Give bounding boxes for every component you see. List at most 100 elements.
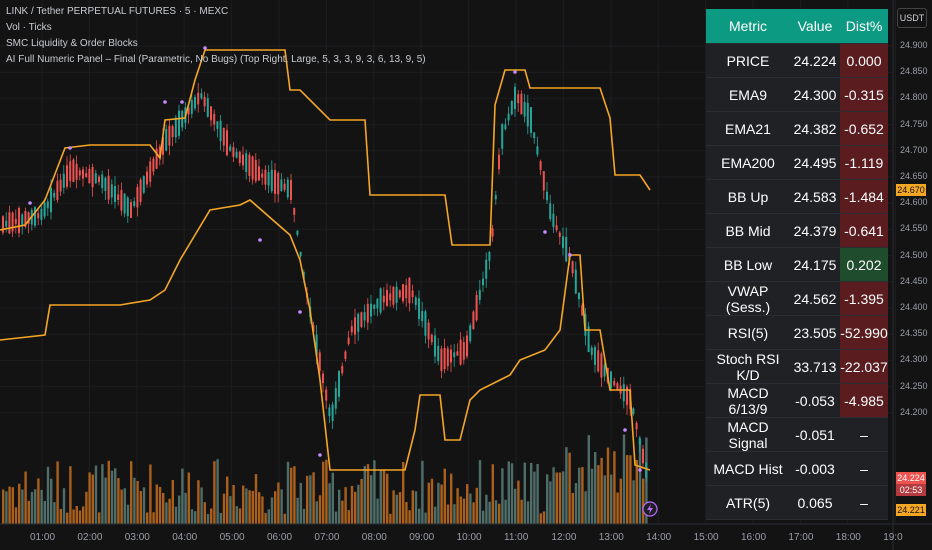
volume-bar (174, 506, 178, 524)
candle-body (600, 353, 603, 378)
candle-body (101, 174, 104, 189)
panel-row: Stoch RSI K/D 33.713 -22.037 (706, 349, 888, 384)
candle-body (443, 347, 446, 370)
candle-body (72, 159, 75, 182)
time-tick: 06:00 (267, 532, 293, 543)
volume-bar (581, 467, 584, 524)
volume-bar (318, 495, 322, 524)
liquidity-marker (543, 230, 547, 234)
candle-body (347, 337, 350, 344)
volume-bar (379, 470, 382, 524)
header-dist: Dist% (840, 9, 888, 44)
metric-name: MACD 6/13/9 (706, 383, 790, 418)
metric-value: 24.175 (790, 247, 840, 282)
price-tick: 24.250 (900, 380, 928, 391)
candle-body (504, 124, 507, 130)
volume-bar (24, 471, 27, 524)
volume-bar (338, 489, 341, 524)
metric-dist: – (840, 485, 888, 520)
volume-bar (11, 487, 14, 524)
volume-bar (114, 468, 117, 524)
price-tick: 24.800 (900, 92, 928, 103)
candle-body (94, 173, 97, 184)
candle-body (40, 208, 43, 220)
price-tick: 24.850 (900, 66, 928, 77)
candle-body (290, 180, 292, 200)
volume-bar (30, 491, 34, 524)
metric-dist: -0.315 (840, 77, 888, 112)
volume-bar (245, 488, 248, 524)
time-tick: 17:00 (788, 532, 814, 543)
candle-body (296, 230, 299, 235)
candle-body (194, 96, 196, 109)
candle-body (229, 146, 232, 151)
candle-body (453, 352, 456, 358)
smc-indicator-label[interactable]: SMC Liquidity & Order Blocks (6, 38, 138, 49)
candle-body (635, 422, 638, 430)
candle-body (478, 289, 481, 300)
volume-bar (50, 478, 53, 524)
candle-body (50, 187, 52, 213)
candle-body (555, 225, 558, 230)
candle-body (357, 313, 360, 332)
candle-body (206, 98, 209, 117)
volume-bar (251, 490, 254, 524)
panel-row: MACD Hist -0.003– (706, 451, 888, 486)
candle-body (37, 213, 40, 219)
volume-bar (206, 513, 210, 524)
volume-bar (626, 455, 629, 524)
metric-dist: -1.484 (840, 179, 888, 214)
volume-bar (46, 466, 50, 524)
volume-bar (43, 500, 46, 524)
symbol-title[interactable]: LINK / Tether PERPETUAL FUTURES · 5 · ME… (6, 6, 229, 17)
candle-body (21, 214, 24, 225)
volume-bar (642, 478, 645, 524)
metric-value: 24.382 (790, 111, 840, 146)
candle-body (203, 96, 206, 107)
candle-body (344, 351, 347, 359)
volume-bar (443, 468, 446, 524)
candle-body (338, 371, 340, 397)
candle-body (402, 284, 404, 302)
candle-body (562, 236, 564, 248)
candle-body (638, 437, 641, 445)
candle-body (158, 146, 161, 159)
candle-body (341, 365, 344, 374)
currency-button[interactable]: USDT (897, 8, 927, 28)
volume-bar (360, 478, 363, 524)
volume-bar (88, 472, 91, 524)
metric-value: 24.379 (790, 213, 840, 248)
candle-body (24, 210, 27, 227)
volume-bar (235, 506, 238, 524)
volume-bar (501, 468, 504, 524)
candle-body (274, 170, 276, 194)
candle-body (482, 278, 484, 286)
candle-body (517, 94, 520, 104)
volume-bar (94, 465, 98, 524)
time-tick: 05:00 (219, 532, 245, 543)
candle-body (59, 179, 62, 192)
volume-indicator-label[interactable]: Vol · Ticks (6, 22, 52, 33)
volume-bar (590, 468, 594, 524)
volume-bar (472, 502, 475, 524)
liquidity-lower-line (0, 199, 651, 471)
candle-body (69, 161, 72, 181)
time-tick: 13:00 (598, 532, 624, 543)
volume-bar (27, 500, 30, 524)
candle-body (46, 201, 49, 209)
candle-body (62, 173, 65, 188)
liquidity-marker (568, 253, 572, 257)
candle-body (75, 163, 78, 180)
candle-body (622, 384, 625, 402)
candle-body (610, 371, 612, 389)
volume-bar (254, 473, 258, 524)
volume-bar (302, 508, 306, 524)
numeric-panel-indicator-label[interactable]: AI Full Numeric Panel – Final (Parametri… (6, 54, 426, 65)
candle-body (152, 158, 155, 172)
candle-body (34, 207, 36, 226)
candle-body (248, 154, 251, 176)
volume-bar (286, 461, 290, 524)
candle-body (27, 212, 30, 224)
candle-body (571, 261, 574, 274)
time-tick: 03:00 (124, 532, 150, 543)
